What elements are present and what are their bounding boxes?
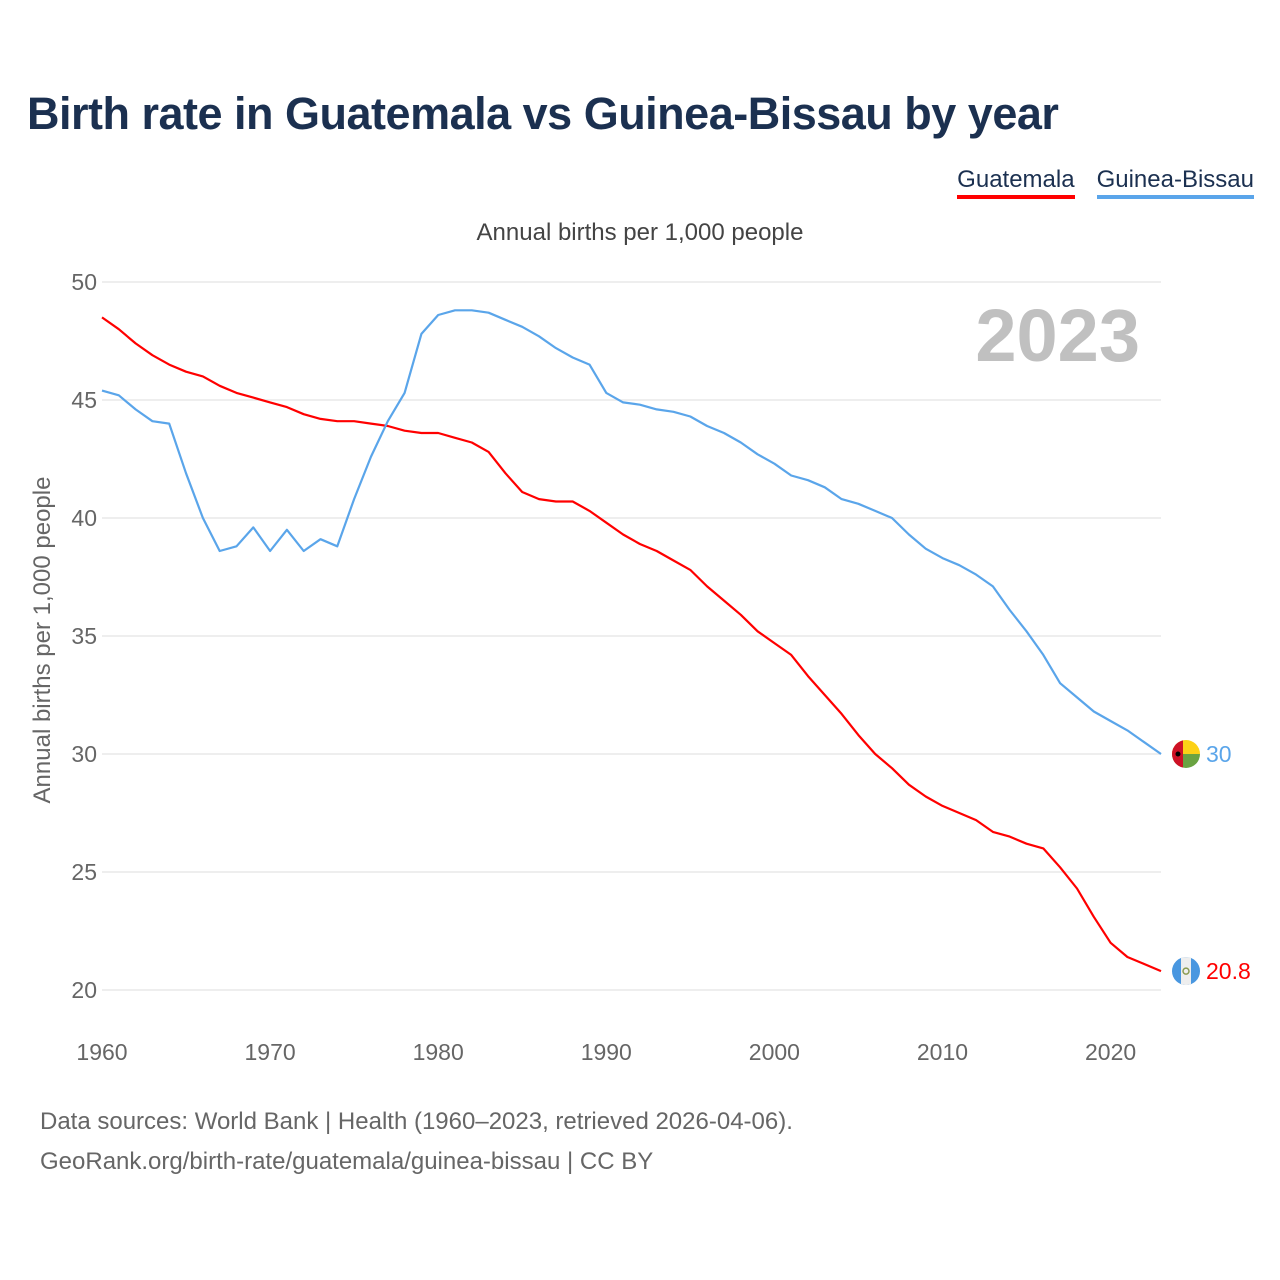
y-tick-label: 25 xyxy=(71,859,97,885)
footer-source: Data sources: World Bank | Health (1960–… xyxy=(40,1108,793,1135)
y-tick-label: 30 xyxy=(71,741,97,767)
y-tick-label: 20 xyxy=(71,977,97,1003)
guinea-bissau-flag-icon xyxy=(1172,740,1200,768)
footer-link[interactable]: GeoRank.org/birth-rate/guatemala/guinea-… xyxy=(40,1148,654,1175)
end-value-label: 20.8 xyxy=(1206,958,1251,984)
flag-stripe xyxy=(1181,957,1191,986)
end-value-label: 30 xyxy=(1206,741,1232,767)
chart-title: Birth rate in Guatemala vs Guinea-Bissau… xyxy=(27,88,1059,139)
x-tick-label: 2020 xyxy=(1085,1039,1136,1065)
x-tick-label: 1960 xyxy=(76,1039,127,1065)
legend-item-guatemala[interactable]: Guatemala xyxy=(957,166,1075,199)
x-tick-label: 1990 xyxy=(581,1039,632,1065)
x-tick-label: 2000 xyxy=(749,1039,800,1065)
legend-item-guinea-bissau[interactable]: Guinea-Bissau xyxy=(1096,166,1254,199)
y-tick-label: 45 xyxy=(71,387,97,413)
flag-emblem xyxy=(1182,967,1190,975)
y-tick-label: 40 xyxy=(71,505,97,531)
x-tick-label: 2010 xyxy=(917,1039,968,1065)
legend: Guatemala Guinea-Bissau xyxy=(957,166,1254,199)
flag xyxy=(1172,740,1200,768)
series-line-guinea-bissau xyxy=(101,309,1162,755)
y-tick-label: 35 xyxy=(71,623,97,649)
chart-subtitle: Annual births per 1,000 people xyxy=(477,219,804,246)
flag xyxy=(1172,957,1200,986)
guatemala-flag-icon xyxy=(1172,957,1200,986)
series-line-guatemala xyxy=(101,316,1162,973)
x-tick-label: 1980 xyxy=(413,1039,464,1065)
x-tick-label: 1970 xyxy=(245,1039,296,1065)
flag-star xyxy=(1175,751,1181,757)
y-tick-label: 50 xyxy=(71,269,97,295)
y-axis-label: Annual births per 1,000 people xyxy=(29,477,56,804)
year-watermark: 2023 xyxy=(975,294,1140,377)
